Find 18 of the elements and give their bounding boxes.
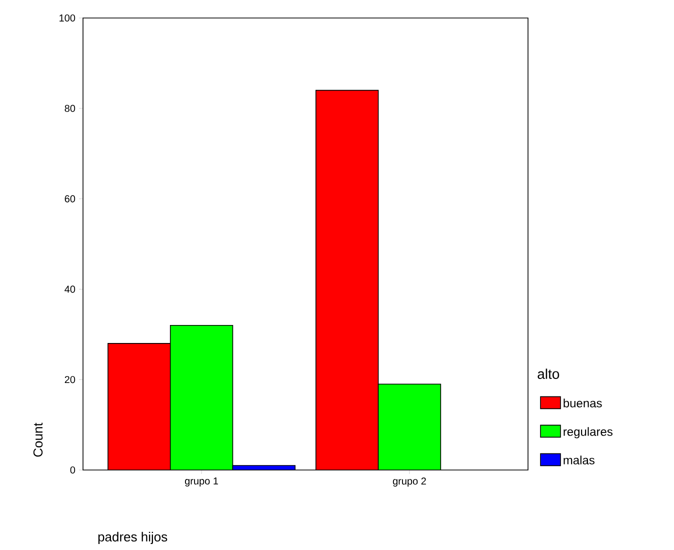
y-tick-label: 60 [64,195,76,202]
bar [316,90,379,470]
bar [108,343,171,470]
y-tick-label: 20 [64,376,76,384]
y-tick-label: 40 [64,286,76,293]
bar [170,324,234,470]
x-axis-title: padres hijos [98,532,168,544]
x-tick-label: grupo 2 [392,478,426,487]
y-axis-title: Count [33,422,43,457]
legend-title: alto [538,368,560,379]
y-tick-label: 100 [60,14,76,22]
x-tick-label: grupo 1 [185,478,218,486]
y-tick-label: 80 [64,104,76,112]
legend-label: regulares [564,427,612,438]
legend-label: buenas [564,398,602,408]
y-tick-label: 0 [70,466,76,474]
legend-label: malas [564,456,594,464]
bar [378,384,442,470]
